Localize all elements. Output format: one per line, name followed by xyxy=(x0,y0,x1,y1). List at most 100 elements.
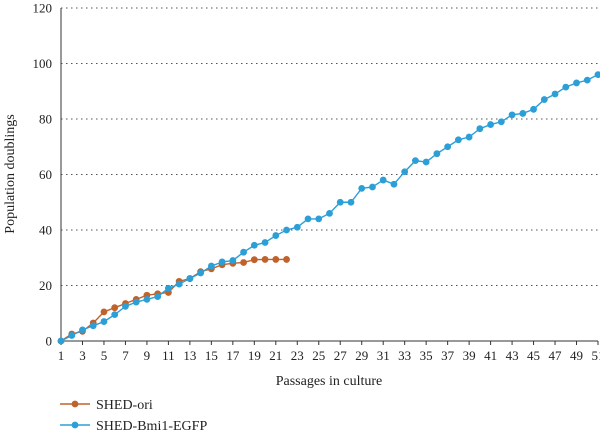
y-tick-label: 100 xyxy=(33,56,53,71)
data-point xyxy=(401,168,409,176)
data-point xyxy=(122,302,129,310)
x-tick-label: 23 xyxy=(291,348,304,363)
legend-marker xyxy=(71,400,79,408)
data-point xyxy=(250,241,258,249)
data-point xyxy=(508,111,516,119)
data-point xyxy=(57,337,65,345)
y-axis-ticks: 0 20 40 60 80 100 120 xyxy=(33,1,53,349)
data-point xyxy=(283,226,290,234)
data-point xyxy=(250,256,258,264)
y-axis-title: Population doublings xyxy=(3,114,18,233)
series-line-shed-bmi1-egfp xyxy=(60,73,599,342)
data-point xyxy=(497,118,505,126)
data-point xyxy=(551,90,559,98)
data-point xyxy=(519,110,527,117)
data-point xyxy=(358,184,366,192)
data-point xyxy=(261,256,269,263)
x-tick-label: 33 xyxy=(398,348,411,363)
data-point xyxy=(111,304,119,312)
data-point xyxy=(562,83,570,91)
x-tick-label: 13 xyxy=(183,348,196,363)
data-point xyxy=(336,198,344,206)
data-point xyxy=(444,143,452,151)
x-axis-ticks: 1 3 5 7 9 11 13 15 17 19 21 23 25 27 29 31 33 35 37 39 41 43 4… xyxy=(58,341,600,363)
data-point xyxy=(207,262,215,270)
x-tick-label: 37 xyxy=(441,348,455,363)
legend-marker xyxy=(71,421,79,429)
data-point xyxy=(197,269,205,277)
x-tick-label: 41 xyxy=(484,348,497,363)
data-point xyxy=(594,71,600,78)
x-tick-label: 35 xyxy=(420,348,433,363)
x-tick-label: 39 xyxy=(463,348,476,363)
x-tick-label: 25 xyxy=(312,348,325,363)
legend: SHED-ori SHED-Bmi1-EGFP xyxy=(60,398,207,433)
data-point xyxy=(272,256,280,263)
data-point xyxy=(240,248,247,256)
x-tick-label: 9 xyxy=(144,348,151,363)
data-point xyxy=(573,79,580,87)
data-point xyxy=(143,295,151,303)
data-point xyxy=(100,318,108,325)
series-shed-ori xyxy=(57,256,290,345)
y-tick-label: 60 xyxy=(39,167,52,182)
data-point xyxy=(111,311,119,319)
series-shed-bmi1-egfp xyxy=(57,71,600,345)
data-point xyxy=(422,158,430,166)
x-tick-label: 15 xyxy=(205,348,218,363)
series-line-shed-ori xyxy=(60,258,287,342)
data-point xyxy=(293,223,301,231)
data-point xyxy=(261,239,269,246)
data-point xyxy=(315,215,323,223)
legend-label: SHED-ori xyxy=(96,398,153,413)
x-tick-label: 17 xyxy=(226,348,240,363)
x-tick-label: 51 xyxy=(592,348,600,363)
y-tick-label: 0 xyxy=(46,334,53,349)
y-tick-label: 20 xyxy=(39,278,52,293)
data-point xyxy=(347,198,355,206)
data-point xyxy=(583,76,591,84)
data-point xyxy=(454,136,462,144)
x-tick-label: 43 xyxy=(506,348,519,363)
data-point xyxy=(412,157,419,165)
x-tick-label: 7 xyxy=(122,348,129,363)
legend-label: SHED-Bmi1-EGFP xyxy=(96,419,207,433)
x-tick-label: 21 xyxy=(269,348,282,363)
series-layer xyxy=(57,71,600,345)
x-tick-label: 3 xyxy=(79,348,86,363)
data-point xyxy=(79,326,86,334)
y-tick-label: 120 xyxy=(33,1,53,16)
data-point xyxy=(218,258,226,266)
x-tick-label: 47 xyxy=(549,348,563,363)
data-point xyxy=(540,96,548,103)
y-tick-label: 80 xyxy=(39,112,52,127)
data-point xyxy=(369,183,376,191)
data-point xyxy=(283,256,290,263)
data-point xyxy=(304,215,312,223)
data-point xyxy=(186,275,194,282)
data-point xyxy=(89,322,97,330)
data-point xyxy=(326,209,333,217)
x-tick-label: 27 xyxy=(334,348,348,363)
data-point xyxy=(433,150,441,158)
data-point xyxy=(154,293,162,300)
x-tick-label: 49 xyxy=(570,348,583,363)
x-tick-label: 19 xyxy=(248,348,261,363)
data-point xyxy=(379,176,387,184)
x-tick-label: 5 xyxy=(101,348,108,363)
x-tick-label: 29 xyxy=(355,348,368,363)
data-point xyxy=(100,308,108,316)
legend-item: SHED-ori xyxy=(60,398,153,413)
data-point xyxy=(240,259,247,266)
y-tick-label: 40 xyxy=(39,223,52,238)
data-point xyxy=(272,232,280,239)
data-point xyxy=(390,180,398,188)
x-tick-label: 11 xyxy=(162,348,175,363)
legend-item: SHED-Bmi1-EGFP xyxy=(60,419,207,433)
data-point xyxy=(175,280,183,288)
x-tick-label: 31 xyxy=(377,348,390,363)
data-point xyxy=(165,284,172,292)
data-point xyxy=(68,332,76,339)
x-axis-title: Passages in culture xyxy=(276,374,383,389)
